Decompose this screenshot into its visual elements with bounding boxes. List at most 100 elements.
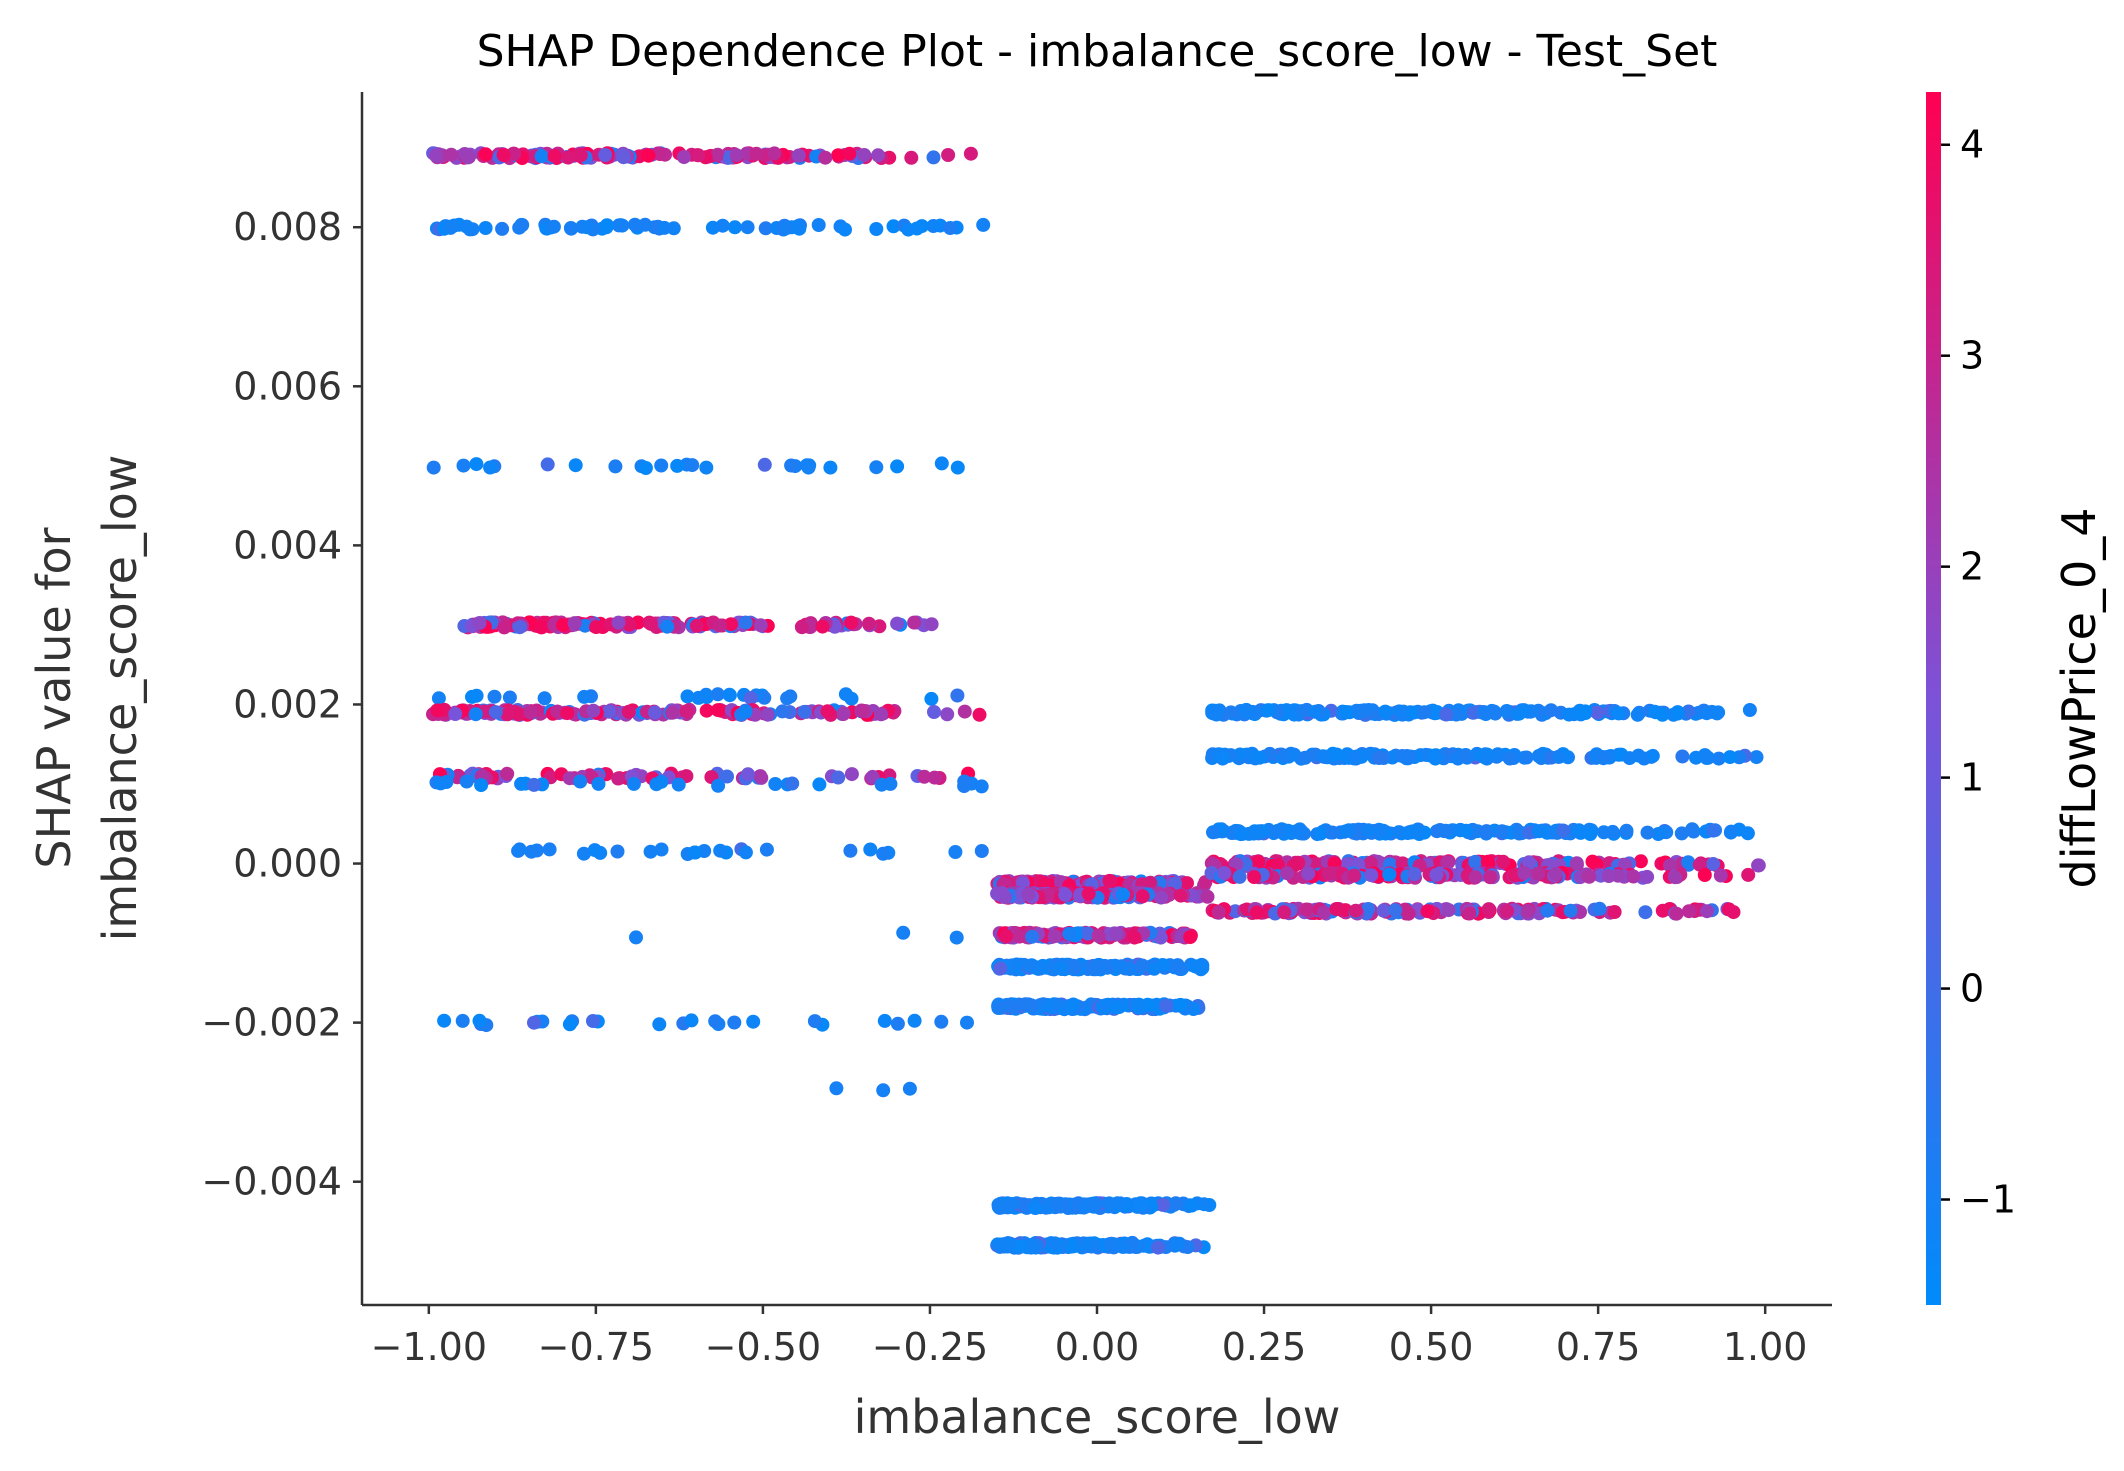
scatter-point bbox=[591, 776, 606, 791]
scatter-point bbox=[1388, 903, 1403, 918]
scatter-point bbox=[1247, 870, 1262, 885]
scatter-point bbox=[1499, 704, 1514, 718]
scatter-point bbox=[428, 148, 443, 163]
scatter-point bbox=[1670, 705, 1685, 720]
scatter-point bbox=[1374, 825, 1389, 840]
scatter-point bbox=[1180, 876, 1194, 891]
scatter-point bbox=[455, 1013, 470, 1028]
scatter-point bbox=[1348, 903, 1363, 918]
scatter-point bbox=[657, 220, 672, 235]
scatter-point bbox=[1601, 869, 1616, 883]
scatter-point bbox=[622, 617, 637, 632]
scatter-point bbox=[801, 460, 816, 475]
scatter-point bbox=[993, 961, 1008, 976]
scatter-point bbox=[713, 843, 728, 858]
scatter-point bbox=[1392, 825, 1406, 840]
scatter-point bbox=[1233, 827, 1248, 842]
scatter-point bbox=[1540, 903, 1555, 918]
scatter-point bbox=[430, 703, 445, 718]
scatter-point bbox=[511, 707, 526, 722]
scatter-point bbox=[1479, 751, 1494, 766]
scatter-point bbox=[767, 146, 782, 161]
scatter-point bbox=[1168, 1196, 1183, 1211]
colorbar-tick-label: −1 bbox=[1960, 1178, 2016, 1222]
scatter-point bbox=[1154, 890, 1169, 905]
scatter-point bbox=[974, 844, 989, 858]
scatter-point bbox=[1378, 704, 1393, 719]
scatter-point bbox=[431, 691, 446, 706]
x-tick-label: 0.00 bbox=[1055, 1325, 1140, 1369]
scatter-point bbox=[727, 1015, 742, 1030]
scatter-point bbox=[1662, 858, 1677, 873]
colorbar-tick-label: 3 bbox=[1960, 334, 1984, 378]
scatter-point bbox=[811, 218, 826, 232]
scatter-point bbox=[562, 771, 577, 786]
scatter-point bbox=[950, 688, 965, 703]
scatter-point bbox=[629, 930, 643, 945]
scatter-point bbox=[670, 458, 685, 473]
scatter-point bbox=[1578, 704, 1593, 719]
scatter-point bbox=[641, 148, 656, 163]
y-tick-label: 0.008 bbox=[233, 205, 342, 249]
scatter-point bbox=[1674, 826, 1689, 841]
scatter-point bbox=[1287, 747, 1302, 762]
scatter-point bbox=[1298, 750, 1313, 765]
scatter-point bbox=[1173, 888, 1188, 903]
scatter-point bbox=[740, 220, 755, 235]
scatter-point bbox=[1170, 1236, 1185, 1251]
scatter-point bbox=[1308, 704, 1323, 719]
scatter-point bbox=[512, 842, 527, 857]
colorbar-tick-label: 1 bbox=[1960, 756, 1984, 800]
scatter-point bbox=[995, 886, 1010, 900]
scatter-point bbox=[758, 221, 773, 236]
y-tick-label: −0.004 bbox=[201, 1160, 342, 1204]
scatter-point bbox=[616, 150, 631, 165]
scatter-point bbox=[1347, 868, 1362, 883]
scatter-point bbox=[1206, 825, 1220, 840]
scatter-point bbox=[829, 1081, 844, 1096]
scatter-point bbox=[1361, 823, 1376, 838]
scatter-point bbox=[1645, 748, 1660, 763]
scatter-point bbox=[459, 774, 474, 789]
scatter-point bbox=[869, 222, 884, 236]
scatter-point bbox=[1240, 704, 1255, 719]
scatter-point bbox=[1697, 868, 1712, 882]
y-tick-label: −0.002 bbox=[201, 1001, 342, 1045]
scatter-point bbox=[1364, 868, 1379, 883]
scatter-point bbox=[1710, 706, 1725, 721]
scatter-point bbox=[904, 150, 919, 165]
scatter-point bbox=[579, 220, 594, 235]
scatter-point bbox=[999, 929, 1014, 943]
scatter-point bbox=[568, 458, 583, 473]
chart-title: SHAP Dependence Plot - imbalance_score_l… bbox=[477, 26, 1718, 77]
scatter-point bbox=[890, 1016, 905, 1031]
y-axis-ticks: 0.008 0.006 0.004 0.002 0.000 −0.002 −0.004 bbox=[201, 205, 362, 1204]
scatter-point bbox=[722, 688, 737, 703]
scatter-point bbox=[711, 703, 725, 718]
scatter-point bbox=[1102, 1196, 1117, 1211]
scatter-point bbox=[1407, 867, 1422, 881]
scatter-point bbox=[831, 770, 846, 785]
scatter-point bbox=[1626, 869, 1641, 884]
scatter-point bbox=[972, 707, 987, 722]
scatter-point bbox=[753, 769, 768, 784]
scatter-point bbox=[838, 222, 852, 237]
scatter-point bbox=[1723, 750, 1737, 765]
scatter-point bbox=[1611, 706, 1626, 721]
scatter-point bbox=[950, 460, 965, 475]
scatter-point bbox=[534, 620, 549, 635]
x-axis-label: imbalance_score_low bbox=[854, 1390, 1341, 1444]
scatter-point bbox=[1569, 856, 1584, 871]
scatter-point bbox=[738, 704, 753, 719]
scatter-point bbox=[1675, 749, 1690, 764]
scatter-point bbox=[1062, 926, 1077, 941]
y-axis-label-line1: SHAP value for bbox=[27, 527, 81, 868]
scatter-point bbox=[515, 218, 530, 232]
scatter-point bbox=[576, 846, 591, 861]
scatter-point bbox=[1115, 1239, 1130, 1254]
scatter-point bbox=[865, 769, 880, 784]
scatter-point bbox=[1252, 750, 1267, 765]
scatter-point bbox=[1633, 854, 1648, 869]
scatter-point bbox=[842, 146, 857, 161]
scatter-point bbox=[443, 220, 458, 235]
